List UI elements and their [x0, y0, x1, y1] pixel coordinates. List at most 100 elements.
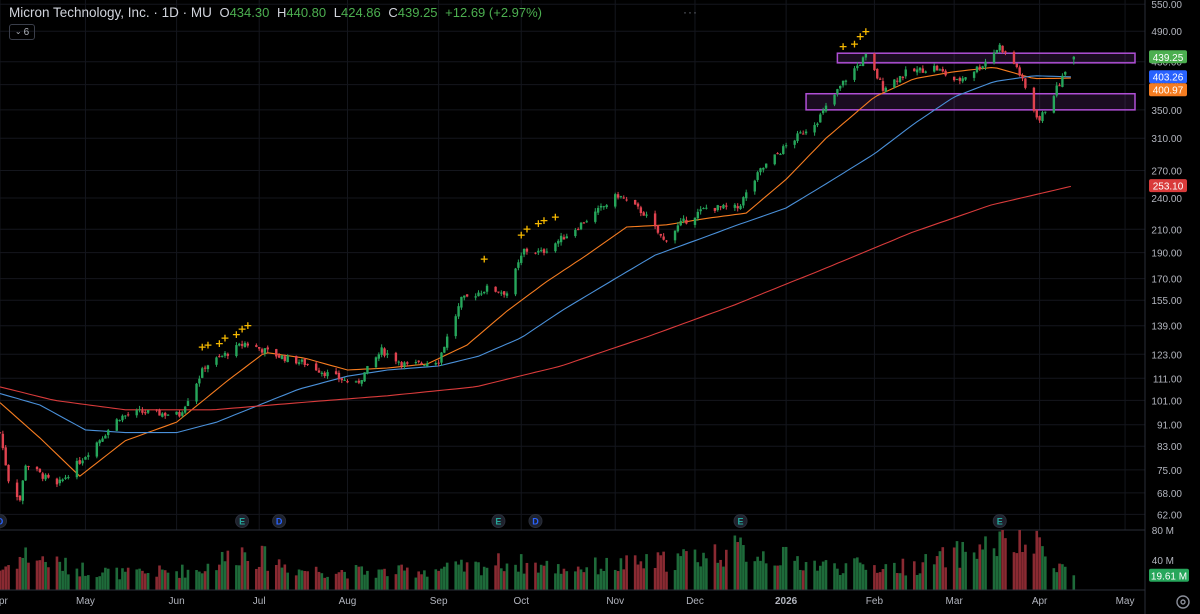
candle: [64, 474, 67, 480]
candle-body: [557, 240, 560, 244]
candle-body: [243, 342, 247, 348]
dividend-marker[interactable]: D: [528, 514, 543, 528]
candle: [764, 163, 768, 169]
price-tick-label: 270.00: [1151, 167, 1182, 178]
earnings-marker[interactable]: E: [733, 514, 748, 528]
earnings-marker[interactable]: E: [491, 514, 506, 528]
candle: [605, 204, 608, 209]
candle-body: [84, 456, 87, 460]
earnings-marker[interactable]: E: [235, 514, 250, 528]
candle: [554, 242, 557, 253]
indicators-toggle[interactable]: ⌄ 6: [9, 24, 35, 40]
event-marker-circle: [992, 514, 1007, 528]
event-marker-label: E: [239, 517, 245, 527]
settings-gear-icon[interactable]: [1174, 593, 1192, 611]
candle: [545, 248, 549, 254]
volume-bar: [163, 570, 167, 590]
volume-bar: [200, 573, 204, 590]
price-tick-label: 240.00: [1151, 194, 1182, 205]
candle-body: [95, 442, 99, 457]
candle-body: [186, 401, 190, 406]
volume-bar: [462, 571, 466, 590]
volume-bar: [141, 570, 144, 590]
dividend-marker[interactable]: D: [0, 514, 7, 528]
candle: [386, 350, 389, 359]
volume-bar: [35, 560, 39, 590]
candle-body: [782, 146, 785, 154]
candle-body: [559, 235, 563, 243]
volume-bar: [793, 560, 796, 590]
rectangle-zones[interactable]: [805, 52, 1136, 111]
volume-bar: [861, 564, 865, 590]
volume-bar: [354, 565, 358, 590]
volume-bar: [941, 547, 945, 590]
candle-body: [357, 380, 361, 383]
candle-body: [61, 479, 64, 482]
candle: [972, 70, 976, 82]
volume-bar: [363, 574, 366, 590]
candle-body: [594, 211, 597, 222]
price-axis-labels: 439.25 403.26 400.97 253.10 19.61 M: [1149, 50, 1189, 582]
price-tick-label: 139.00: [1151, 322, 1182, 333]
candle-body: [0, 432, 2, 434]
candle-body: [161, 413, 164, 417]
symbol-title[interactable]: Micron Technology, Inc. · 1D · MU: [9, 5, 212, 20]
candle-body: [856, 65, 859, 69]
candle-body: [454, 316, 457, 337]
candle: [334, 368, 338, 375]
candle-body: [739, 205, 742, 209]
volume-bar: [460, 559, 463, 590]
candle-body: [858, 64, 862, 66]
symbol-header[interactable]: Micron Technology, Inc. · 1D · MU O434.3…: [9, 5, 542, 20]
volume-bar: [44, 561, 47, 590]
candle-body: [673, 230, 677, 241]
candle: [317, 367, 321, 373]
volume-bar: [534, 562, 537, 590]
volume-bar: [736, 542, 739, 590]
candle-body: [383, 348, 386, 356]
volume-bar: [1032, 553, 1036, 590]
low-label: L: [333, 5, 341, 20]
candle: [904, 66, 907, 79]
support-zone[interactable]: [805, 92, 1136, 111]
volume-bar: [420, 574, 423, 590]
candle-body: [47, 474, 50, 478]
signal-plus-marker: +: [838, 40, 847, 53]
candle: [406, 361, 409, 367]
candle: [876, 68, 879, 80]
candle-body: [565, 236, 569, 239]
candle-body: [303, 358, 306, 365]
volume-bar: [725, 549, 728, 590]
candle: [417, 360, 420, 364]
earnings-marker[interactable]: E: [992, 514, 1007, 528]
volume-bar: [337, 572, 341, 590]
candle: [95, 441, 99, 459]
candle: [445, 333, 449, 351]
candle-body: [659, 233, 662, 236]
price-label-box: [1149, 70, 1187, 84]
volume-bar: [645, 554, 648, 590]
candle-body: [78, 460, 81, 464]
volume-bar: [565, 571, 569, 590]
price-axis-background[interactable]: [1145, 0, 1200, 614]
candle: [44, 473, 47, 482]
candle: [918, 67, 922, 74]
volume-bar: [753, 561, 757, 590]
volume-bar: [602, 570, 606, 590]
candle: [295, 355, 298, 365]
candle: [21, 479, 24, 505]
candle-body: [460, 296, 463, 308]
more-options-icon[interactable]: ···: [683, 5, 698, 19]
candle: [201, 366, 204, 379]
candle-body: [816, 123, 819, 126]
candle-body: [485, 285, 489, 292]
candle-body: [118, 420, 121, 422]
resistance-zone[interactable]: [836, 52, 1136, 64]
time-tick-label: Apr: [1032, 596, 1048, 607]
candle: [266, 345, 269, 353]
dividend-marker[interactable]: D: [272, 514, 287, 528]
volume-bar: [357, 566, 361, 590]
candle-body: [975, 66, 979, 73]
event-markers[interactable]: DEDEDEE: [0, 514, 1007, 528]
